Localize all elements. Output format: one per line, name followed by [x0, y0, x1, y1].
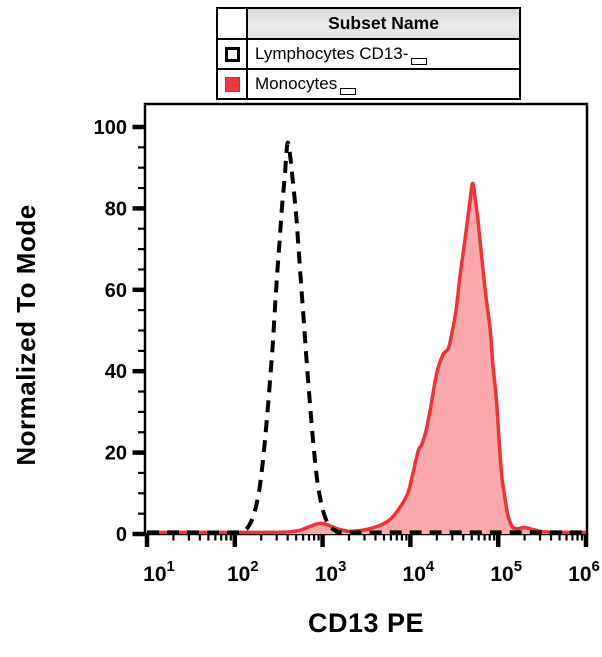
lymphocytes-swatch-icon	[224, 46, 240, 62]
legend-header-title: Subset Name	[248, 9, 519, 38]
monocytes-area	[147, 183, 586, 534]
y-tick-label: 0	[116, 524, 127, 546]
missing-glyph-box-icon	[411, 58, 428, 65]
y-tick-label: 80	[105, 198, 127, 220]
plot-frame	[143, 102, 589, 536]
monocytes-curve	[147, 181, 587, 535]
legend-header-swatch-cell	[218, 9, 248, 38]
y-tick-label: 60	[105, 280, 127, 302]
x-tick-label: 104	[403, 558, 435, 586]
x-tick-label: 101	[143, 558, 175, 586]
x-tick-label: 103	[315, 558, 347, 586]
legend-row-monocytes: Monocytes	[218, 70, 519, 98]
x-tick-label: 106	[568, 558, 600, 586]
legend-label-monocytes: Monocytes	[255, 74, 338, 93]
y-tick-label: 40	[105, 361, 127, 383]
y-axis-title: Normalized To Mode	[11, 204, 41, 466]
missing-glyph-box-icon	[340, 88, 357, 95]
y-tick-label: 100	[94, 117, 127, 139]
lymphocytes-curve	[147, 140, 586, 535]
x-axis-title: CD13 PE	[307, 608, 425, 638]
monocytes-swatch-icon	[224, 76, 240, 92]
x-tick-label: 105	[490, 558, 522, 586]
legend-label-lymphocytes: Lymphocytes CD13-	[255, 44, 409, 63]
x-tick-label: 102	[227, 558, 259, 586]
axis-ticks: 0 20 40 60 80 100 101 102 103 104 105 106	[94, 117, 600, 586]
legend-table: Subset Name Lymphocytes CD13- Monocytes	[216, 7, 521, 100]
legend-header-row: Subset Name	[218, 9, 519, 40]
legend-row-lymphocytes: Lymphocytes CD13-	[218, 40, 519, 70]
y-tick-label: 20	[105, 443, 127, 465]
